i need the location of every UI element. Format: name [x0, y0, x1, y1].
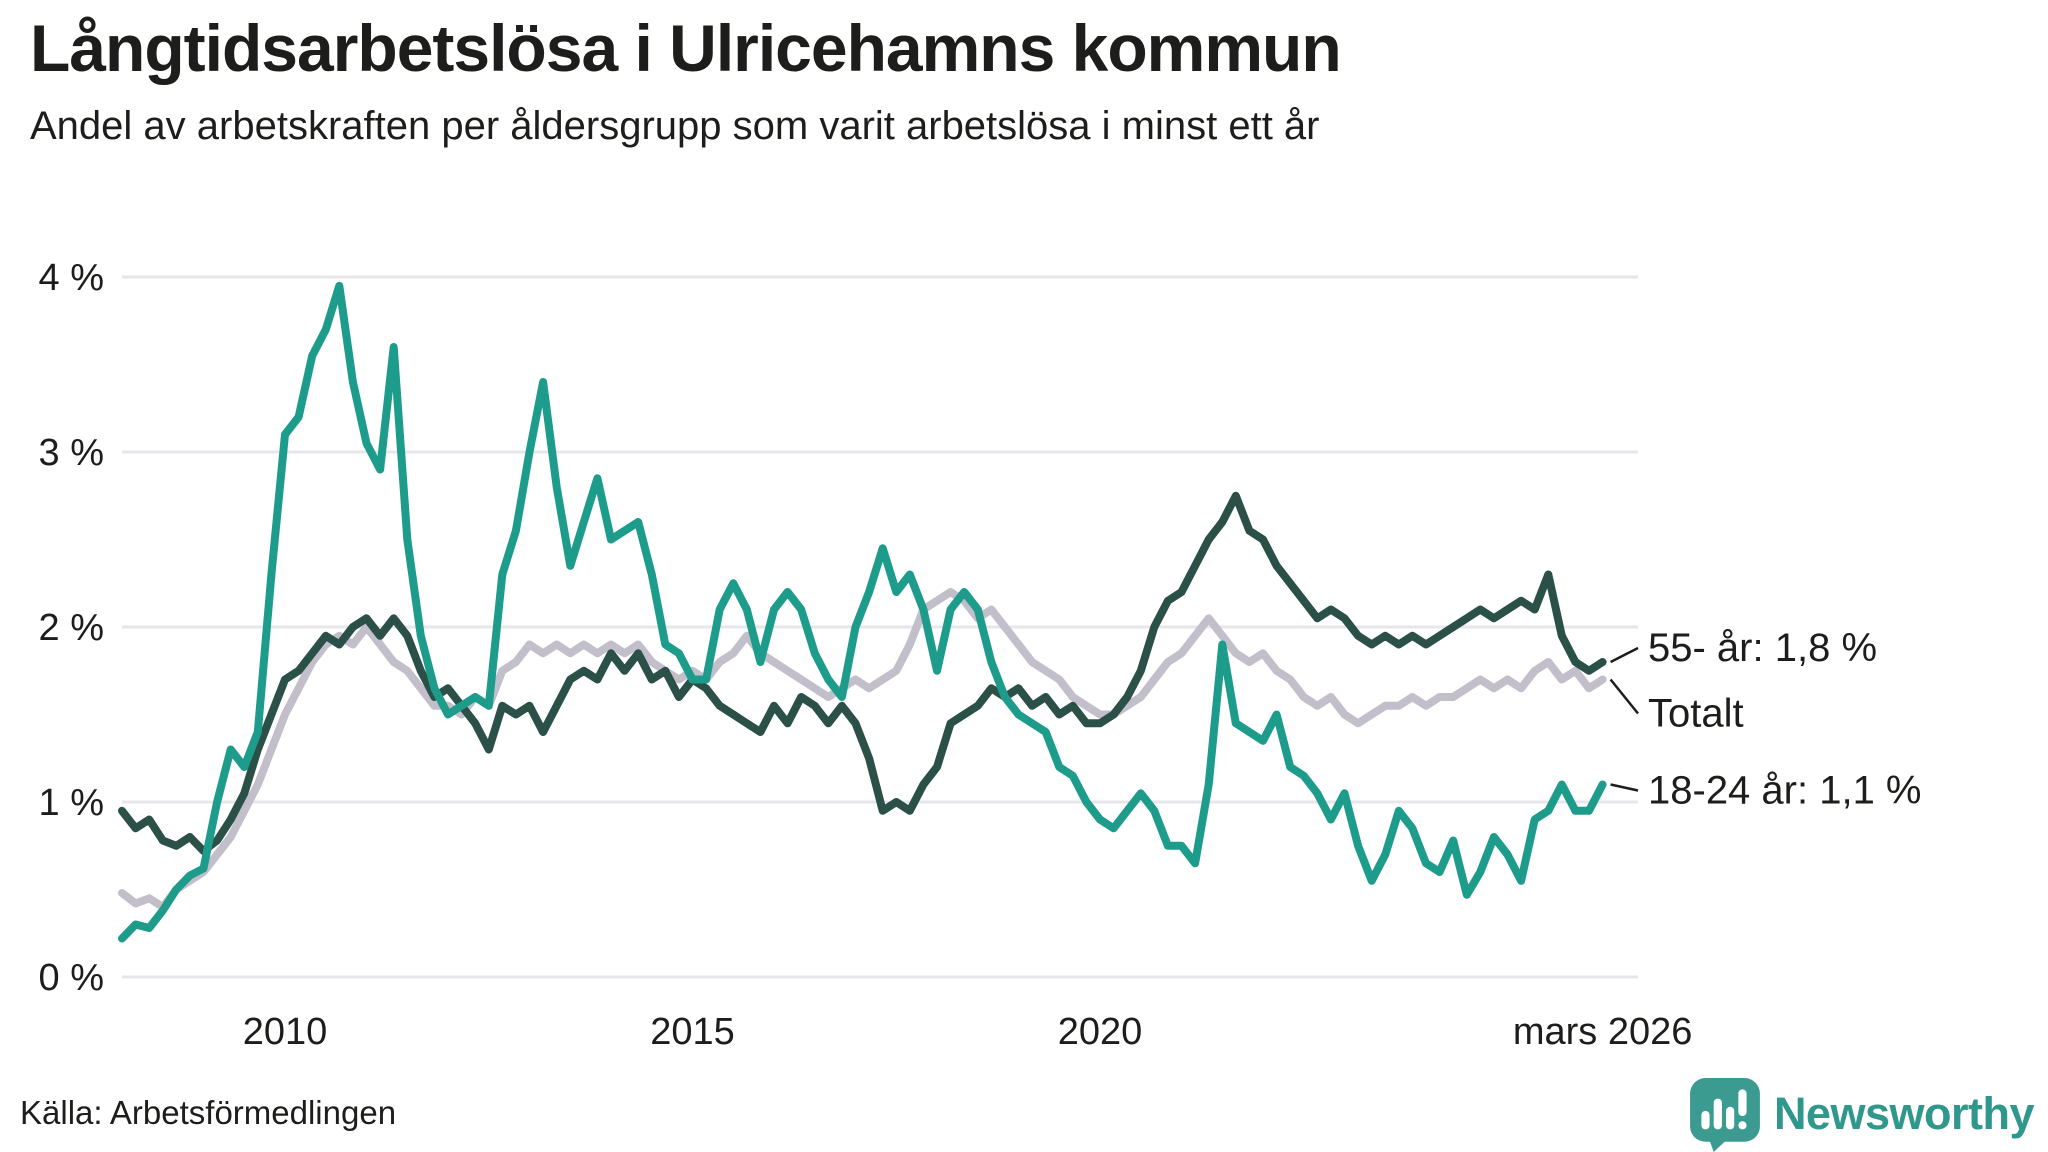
x-axis-tick-label: mars 2026 [1513, 1011, 1693, 1053]
x-axis-tick-label: 2010 [243, 1011, 328, 1053]
label-connector [1610, 783, 1639, 792]
page-title: Långtidsarbetslösa i Ulricehamns kommun [30, 11, 1342, 85]
series-line-55-r [118, 491, 1607, 855]
line-chart: 0 % 1 % 2 % 3 % 4 % 2010 2015 2020 mars 2026 Tota… [39, 257, 1922, 1053]
y-axis-tick-label: 0 % [39, 957, 104, 999]
label-connector [1609, 678, 1639, 715]
newsworthy-wordmark: Newsworthy [1773, 1088, 2035, 1139]
logo-bar-tall [1713, 1098, 1722, 1130]
x-axis-tick-label: 2015 [650, 1011, 735, 1053]
y-axis-tick-label: 1 % [39, 782, 104, 824]
logo-bar-medium [1725, 1106, 1735, 1130]
x-axis-tick-label: 2020 [1058, 1011, 1143, 1053]
logo-bar-short [1701, 1110, 1710, 1130]
page-subtitle: Andel av arbetskraften per åldersgrupp s… [30, 104, 1320, 148]
label-connector [1610, 646, 1639, 664]
logo-bubble-tail [1708, 1137, 1730, 1152]
y-axis-tick-label: 3 % [39, 432, 104, 474]
source-note: Källa: Arbetsförmedlingen [20, 1094, 397, 1131]
logo-exclamation-bar [1738, 1089, 1747, 1117]
y-axis-tick-label: 2 % [39, 607, 104, 649]
series-end-label: 18-24 år: 1,1 % [1648, 769, 1922, 813]
series-end-label: Totalt [1648, 692, 1744, 736]
series-end-label: 55- år: 1,8 % [1648, 626, 1877, 670]
y-axis-tick-label: 4 % [39, 257, 104, 299]
newsworthy-bubble-chart-icon [1690, 1078, 1760, 1152]
logo-bubble [1690, 1078, 1760, 1142]
series-line-Totalt [118, 588, 1607, 911]
logo-exclamation-dot [1738, 1121, 1747, 1130]
series-line-18-24-r [118, 281, 1607, 943]
newsworthy-logo: Newsworthy [1688, 1076, 2035, 1152]
